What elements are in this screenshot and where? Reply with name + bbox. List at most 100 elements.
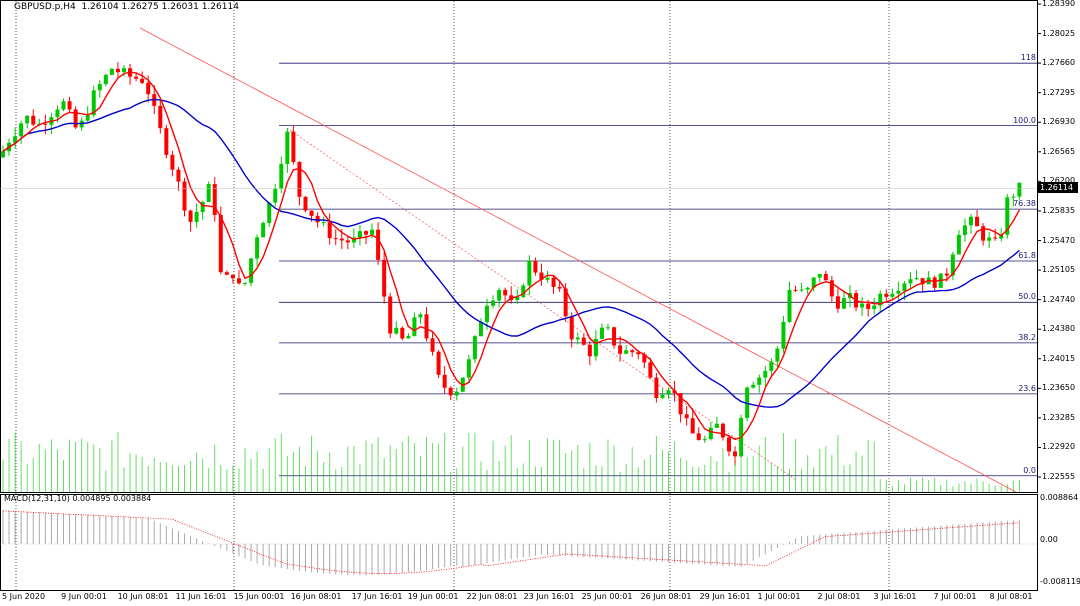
candle [636, 352, 641, 355]
candle [962, 225, 967, 235]
candle [478, 322, 483, 337]
time-tick-label: 15 Jun 00:01 [233, 592, 285, 601]
time-tick-label: 22 Jun 08:01 [466, 592, 518, 601]
price-tick-label: 1.26930 [1042, 117, 1076, 127]
candle [708, 427, 713, 440]
candle [370, 229, 375, 235]
candle [733, 451, 738, 457]
fib-level-label: 23.6 [1018, 383, 1036, 393]
candle [987, 237, 992, 241]
candle [345, 240, 350, 243]
price-tick-label: 1.25470 [1042, 235, 1076, 245]
fib-level-label: 118 [1020, 53, 1036, 63]
candle [1005, 197, 1010, 235]
candle [13, 136, 18, 143]
ohlc-values: 1.26104 1.26275 1.26031 1.26114 [81, 2, 239, 12]
candle [333, 238, 338, 240]
candle [727, 437, 731, 452]
candle [799, 289, 804, 291]
time-tick-label: 16 Jun 08:01 [290, 592, 342, 601]
candle [424, 314, 429, 339]
candle [164, 128, 169, 155]
candle [775, 348, 780, 362]
candle [109, 68, 114, 75]
candle [285, 131, 290, 164]
candle [134, 76, 139, 79]
candle [472, 336, 477, 360]
candle [751, 384, 756, 388]
candle [103, 74, 108, 85]
time-tick-label: 1 Jul 00:01 [757, 592, 801, 601]
candle [261, 222, 266, 238]
candle [515, 297, 520, 301]
candle [781, 321, 786, 349]
fib-level-label: 100.0 [1013, 115, 1036, 125]
candle [914, 278, 919, 280]
candle [720, 423, 725, 438]
candle [884, 293, 889, 297]
price-tick-label: 1.24380 [1042, 324, 1076, 334]
candle [932, 277, 937, 288]
candle [43, 123, 48, 125]
candle [357, 231, 362, 238]
candle [188, 210, 193, 222]
candle [642, 354, 647, 363]
candle [587, 344, 592, 357]
candle [297, 162, 302, 197]
candle [273, 188, 278, 203]
slow-moving-average-line [2, 98, 1020, 408]
fib-level-label: 38.2 [1018, 332, 1036, 342]
candle [956, 234, 961, 255]
candle [581, 337, 586, 345]
candle [690, 418, 695, 434]
fib-anchor-line [286, 127, 797, 481]
candle [944, 273, 949, 276]
candle [67, 101, 72, 110]
time-tick-label: 7 Jul 00:01 [933, 592, 977, 601]
candle [146, 82, 151, 95]
candle [279, 163, 284, 189]
candle [969, 216, 973, 226]
candle [866, 303, 871, 309]
price-tick-label: 1.26565 [1042, 146, 1076, 156]
candle [255, 237, 260, 259]
candle [85, 115, 90, 121]
time-tick-label: 10 Jun 08:01 [117, 592, 169, 601]
candle [497, 289, 502, 301]
candle [382, 259, 387, 297]
candle [860, 303, 865, 308]
candle [981, 226, 986, 241]
candle [454, 391, 459, 396]
candle [545, 277, 550, 280]
candle [612, 327, 617, 346]
macd-tick-label: -0.008119 [1040, 577, 1080, 586]
price-tick-label: 1.28390 [1042, 0, 1076, 8]
candle [321, 222, 326, 224]
candle [950, 254, 955, 276]
macd-tick-label: 0.00 [1040, 535, 1058, 544]
macd-pane-frame [0, 494, 1038, 591]
fib-level-label: 50.0 [1018, 292, 1036, 302]
candle [115, 68, 120, 73]
candle [25, 115, 30, 124]
candle [823, 273, 828, 281]
candle [829, 280, 834, 297]
candle [224, 272, 229, 275]
candle [448, 387, 453, 396]
price-tick-label: 1.23285 [1042, 412, 1076, 422]
candle [606, 327, 610, 329]
candle [19, 123, 24, 137]
candle [975, 216, 980, 227]
candle [696, 433, 701, 441]
candle [364, 231, 368, 235]
macd-signal-line [2, 510, 1020, 575]
time-tick-label: 9 Jun 00:01 [61, 592, 107, 601]
candle [339, 238, 344, 241]
price-tick-label: 1.26200 [1042, 176, 1076, 186]
candle [684, 414, 689, 419]
candle [521, 285, 526, 298]
candle [793, 289, 798, 291]
candle [412, 317, 417, 337]
candle [406, 336, 411, 339]
